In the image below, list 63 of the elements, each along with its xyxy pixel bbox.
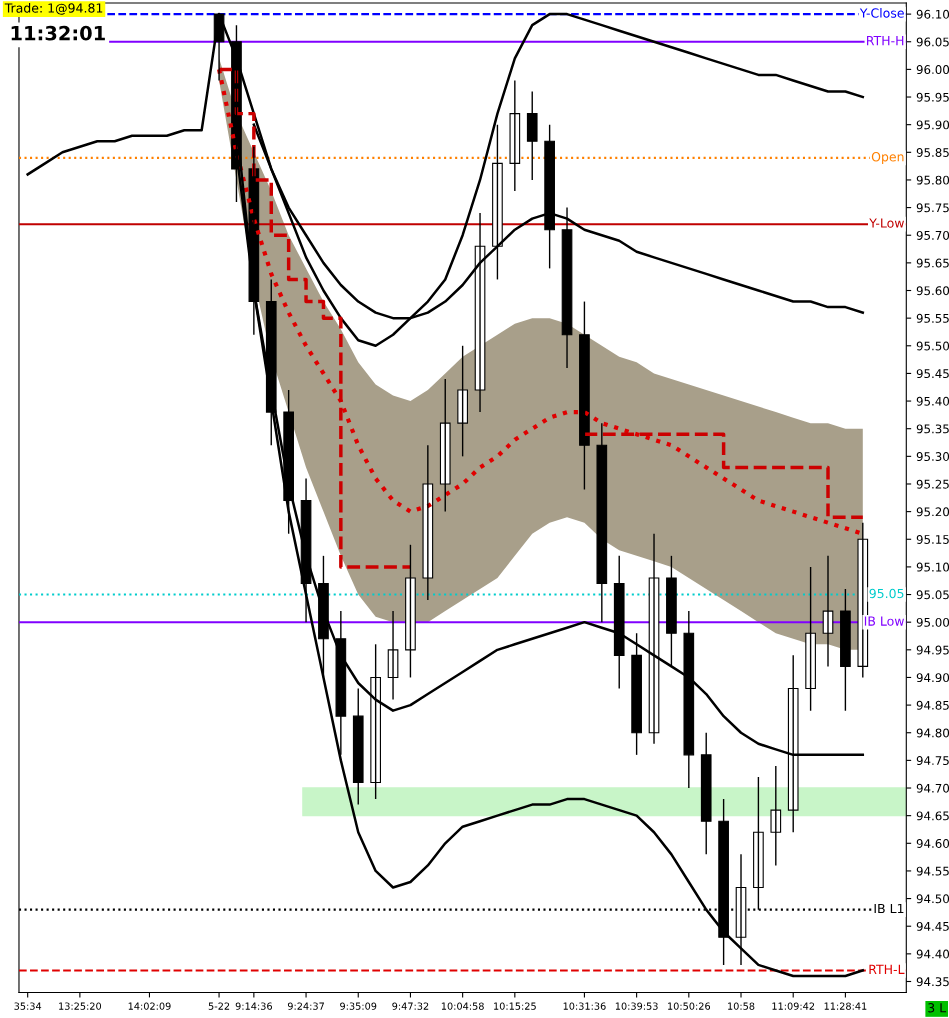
y-tick-label: 95.55 [916,313,949,323]
y-tick-label: 94.40 [916,949,949,959]
y-tick-label: 94.60 [916,839,949,848]
x-tick-label: 10:04:58 [441,1002,484,1010]
y-tick-label: 95.75 [916,203,949,213]
y-tick-label: 96.00 [916,65,949,75]
y-tick-label: 94.35 [916,977,949,987]
annotation: Trade: 1@94.81 [4,3,103,15]
y-tick-label: 95.40 [916,396,949,406]
ref-line-label: Open [871,152,904,164]
y-tick-label: 95.95 [916,92,949,102]
y-tick-label: 94.45 [916,921,949,931]
x-tick-label: 10:50:26 [668,1002,711,1010]
y-tick-label: 94.75 [916,756,949,766]
y-tick-label: 95.60 [916,286,949,296]
y-tick-label: 95.90 [916,120,949,130]
y-tick-label: 95.70 [916,230,949,240]
y-tick-label: 95.05 [916,590,949,600]
y-tick-label: 94.80 [916,728,949,738]
y-tick-label: 95.65 [916,258,949,268]
ref-line-label: IB L1 [874,903,904,914]
y-tick-label: 94.85 [916,700,949,710]
x-tick-label: 35:34 [14,1002,42,1010]
ref-line-label: Y-Close [859,8,904,18]
x-tick-label: 10:31:36 [563,1002,606,1010]
y-tick-label: 95.80 [916,175,949,185]
x-tick-label: 9:14:36 [235,1002,272,1010]
annotation: 11:32:01 [11,25,105,41]
y-tick-label: 95.30 [916,452,949,461]
x-tick-label: 10:15:25 [494,1002,536,1010]
y-tick-label: 95.20 [916,507,949,517]
text: 3 L [928,1003,947,1013]
ref-line-label: Y-Low [869,218,904,228]
x-tick-label: 11:28:41 [824,1002,867,1010]
y-tick-label: 95.45 [916,369,949,379]
x-tick-label: 11:09:42 [772,1002,815,1010]
ref-line-label: 95.05 [869,588,904,599]
x-tick-label: 13:25:20 [59,1002,102,1010]
ref-line-label: RTH-L [869,964,905,974]
x-tick-label: 9:35:09 [340,1002,377,1010]
x-tick-label: 9:24:37 [287,1002,324,1010]
x-tick-label: 10:58 [728,1002,755,1010]
y-tick-label: 94.50 [916,894,949,904]
y-tick-label: 94.70 [916,783,949,793]
y-tick-label: 94.65 [916,811,949,821]
y-tick-label: 95.35 [916,424,949,434]
y-tick-label: 95.15 [916,534,949,544]
y-tick-label: 95.25 [916,479,949,489]
ref-line-label: RTH-H [867,36,904,46]
y-tick-label: 95.50 [916,341,949,351]
y-tick-label: 95.10 [916,562,949,572]
x-tick-label: 5-22 [208,1002,230,1010]
y-tick-label: 94.95 [916,645,949,655]
x-tick-label: 10:39:53 [615,1002,658,1010]
y-tick-label: 94.55 [916,866,949,876]
ref-line-label: IB Low [864,616,904,626]
y-tick-label: 96.05 [916,37,949,47]
x-tick-label: 14:02:09 [128,1002,171,1010]
y-tick-label: 94.90 [916,673,949,683]
y-tick-label: 95.85 [916,148,949,157]
x-tick-label: 9:47:32 [392,1002,429,1010]
y-tick-label: 96.10 [916,9,949,19]
y-tick-label: 95.00 [916,617,949,627]
